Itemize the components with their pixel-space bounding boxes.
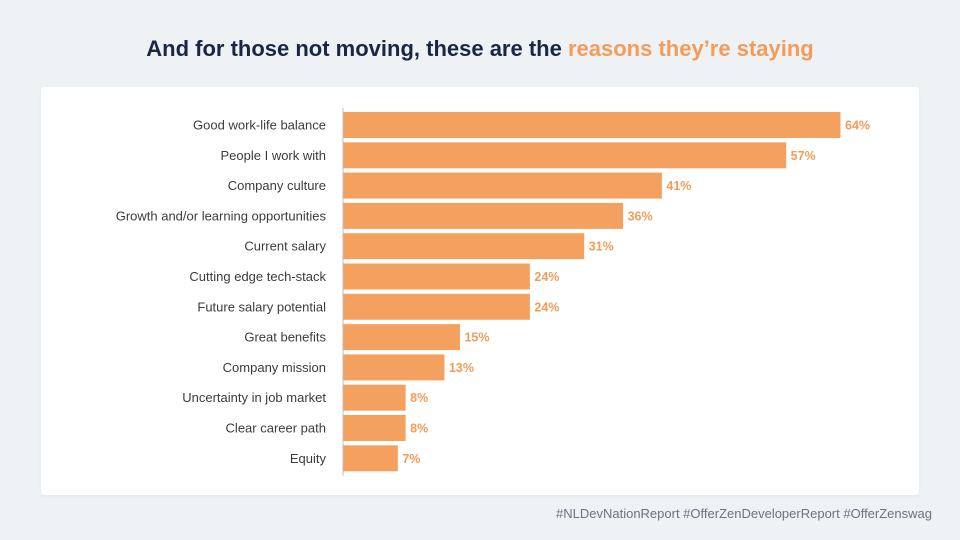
value-label: 24% (534, 300, 559, 314)
value-label: 13% (449, 361, 474, 375)
bar (343, 142, 787, 169)
bar (343, 324, 460, 351)
bar (343, 384, 406, 411)
title-prefix: And for those not moving, these are the (146, 36, 568, 61)
bar (343, 202, 624, 229)
bar (343, 354, 445, 381)
value-label: 64% (845, 119, 870, 133)
category-label: Cutting edge tech-stack (189, 269, 326, 284)
category-label: Great benefits (244, 330, 326, 345)
value-label: 24% (534, 270, 559, 284)
value-label: 36% (628, 209, 653, 223)
value-label: 7% (402, 452, 420, 466)
category-label: People I work with (221, 148, 327, 163)
value-label: 8% (410, 391, 428, 405)
value-label: 15% (464, 331, 489, 345)
value-label: 31% (589, 240, 614, 254)
page-title: And for those not moving, these are the … (0, 36, 960, 62)
bar-chart: Good work-life balance 64% People I work w… (116, 108, 870, 476)
bar (343, 293, 530, 320)
category-label: Growth and/or learning opportunities (116, 208, 327, 223)
title-highlight: reasons they’re staying (567, 36, 814, 61)
category-label: Company culture (228, 178, 326, 193)
category-label: Future salary potential (197, 299, 326, 314)
bar (343, 112, 841, 138)
category-label: Uncertainty in job market (182, 390, 326, 405)
value-label: 8% (410, 422, 428, 436)
bar (343, 172, 662, 199)
category-label: Clear career path (226, 421, 326, 436)
category-label: Company mission (223, 360, 326, 375)
bar (343, 445, 398, 472)
category-label: Equity (290, 451, 327, 466)
value-label: 41% (666, 179, 691, 193)
category-label: Current salary (244, 239, 326, 254)
hashtags-footer: #NLDevNationReport #OfferZenDeveloperRep… (556, 506, 932, 521)
chart-card: Good work-life balance 64% People I work w… (41, 87, 919, 495)
category-label: Good work-life balance (193, 118, 326, 133)
bar (343, 233, 585, 260)
bar (343, 415, 406, 441)
value-label: 57% (791, 149, 816, 163)
bar (343, 263, 530, 290)
